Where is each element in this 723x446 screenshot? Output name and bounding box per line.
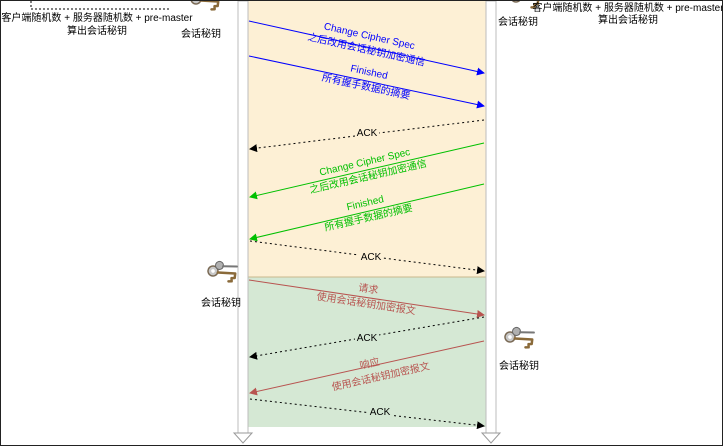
ack-label-2: ACK [361,252,382,263]
request-title: 请求 [358,281,380,297]
ack-arrow-4 [249,398,485,430]
response-title: 响应 [358,355,380,372]
data-right-key-label: 会话秘钥 [499,359,539,372]
server-lifeline [480,1,502,444]
left-note-line2: 算出会话秘钥 [67,24,127,37]
left-note-line1: 客户端随机数 + 服务器随机数 + pre-master [1,11,193,24]
client-finished-arrow [248,55,485,109]
ack-arrow-2 [249,240,485,275]
server-change-cipher-spec-arrow [249,142,485,200]
client-lifeline [232,1,254,444]
client-change-cipher-spec-arrow [248,20,485,76]
dashed-connector [30,1,171,10]
ack-label-4: ACK [370,407,391,418]
server-finished-arrow [249,183,485,242]
right-note-line2: 算出会话秘钥 [598,13,658,26]
ack-label-1: ACK [357,128,378,139]
ack-arrow-1 [249,119,485,153]
request-arrow [248,279,485,318]
right-key-label: 会话秘钥 [498,15,538,28]
key-icon [501,320,540,355]
data-left-key-label: 会话秘钥 [201,296,241,309]
left-key-label: 会话秘钥 [181,27,221,40]
ack-label-3: ACK [357,333,378,344]
data-transfer-section [248,277,486,427]
response-arrow [249,340,485,396]
key-icon [204,254,243,289]
key-icon [187,1,226,17]
right-note-line1: 客户端随机数 + 服务器随机数 + pre-master [532,1,723,14]
